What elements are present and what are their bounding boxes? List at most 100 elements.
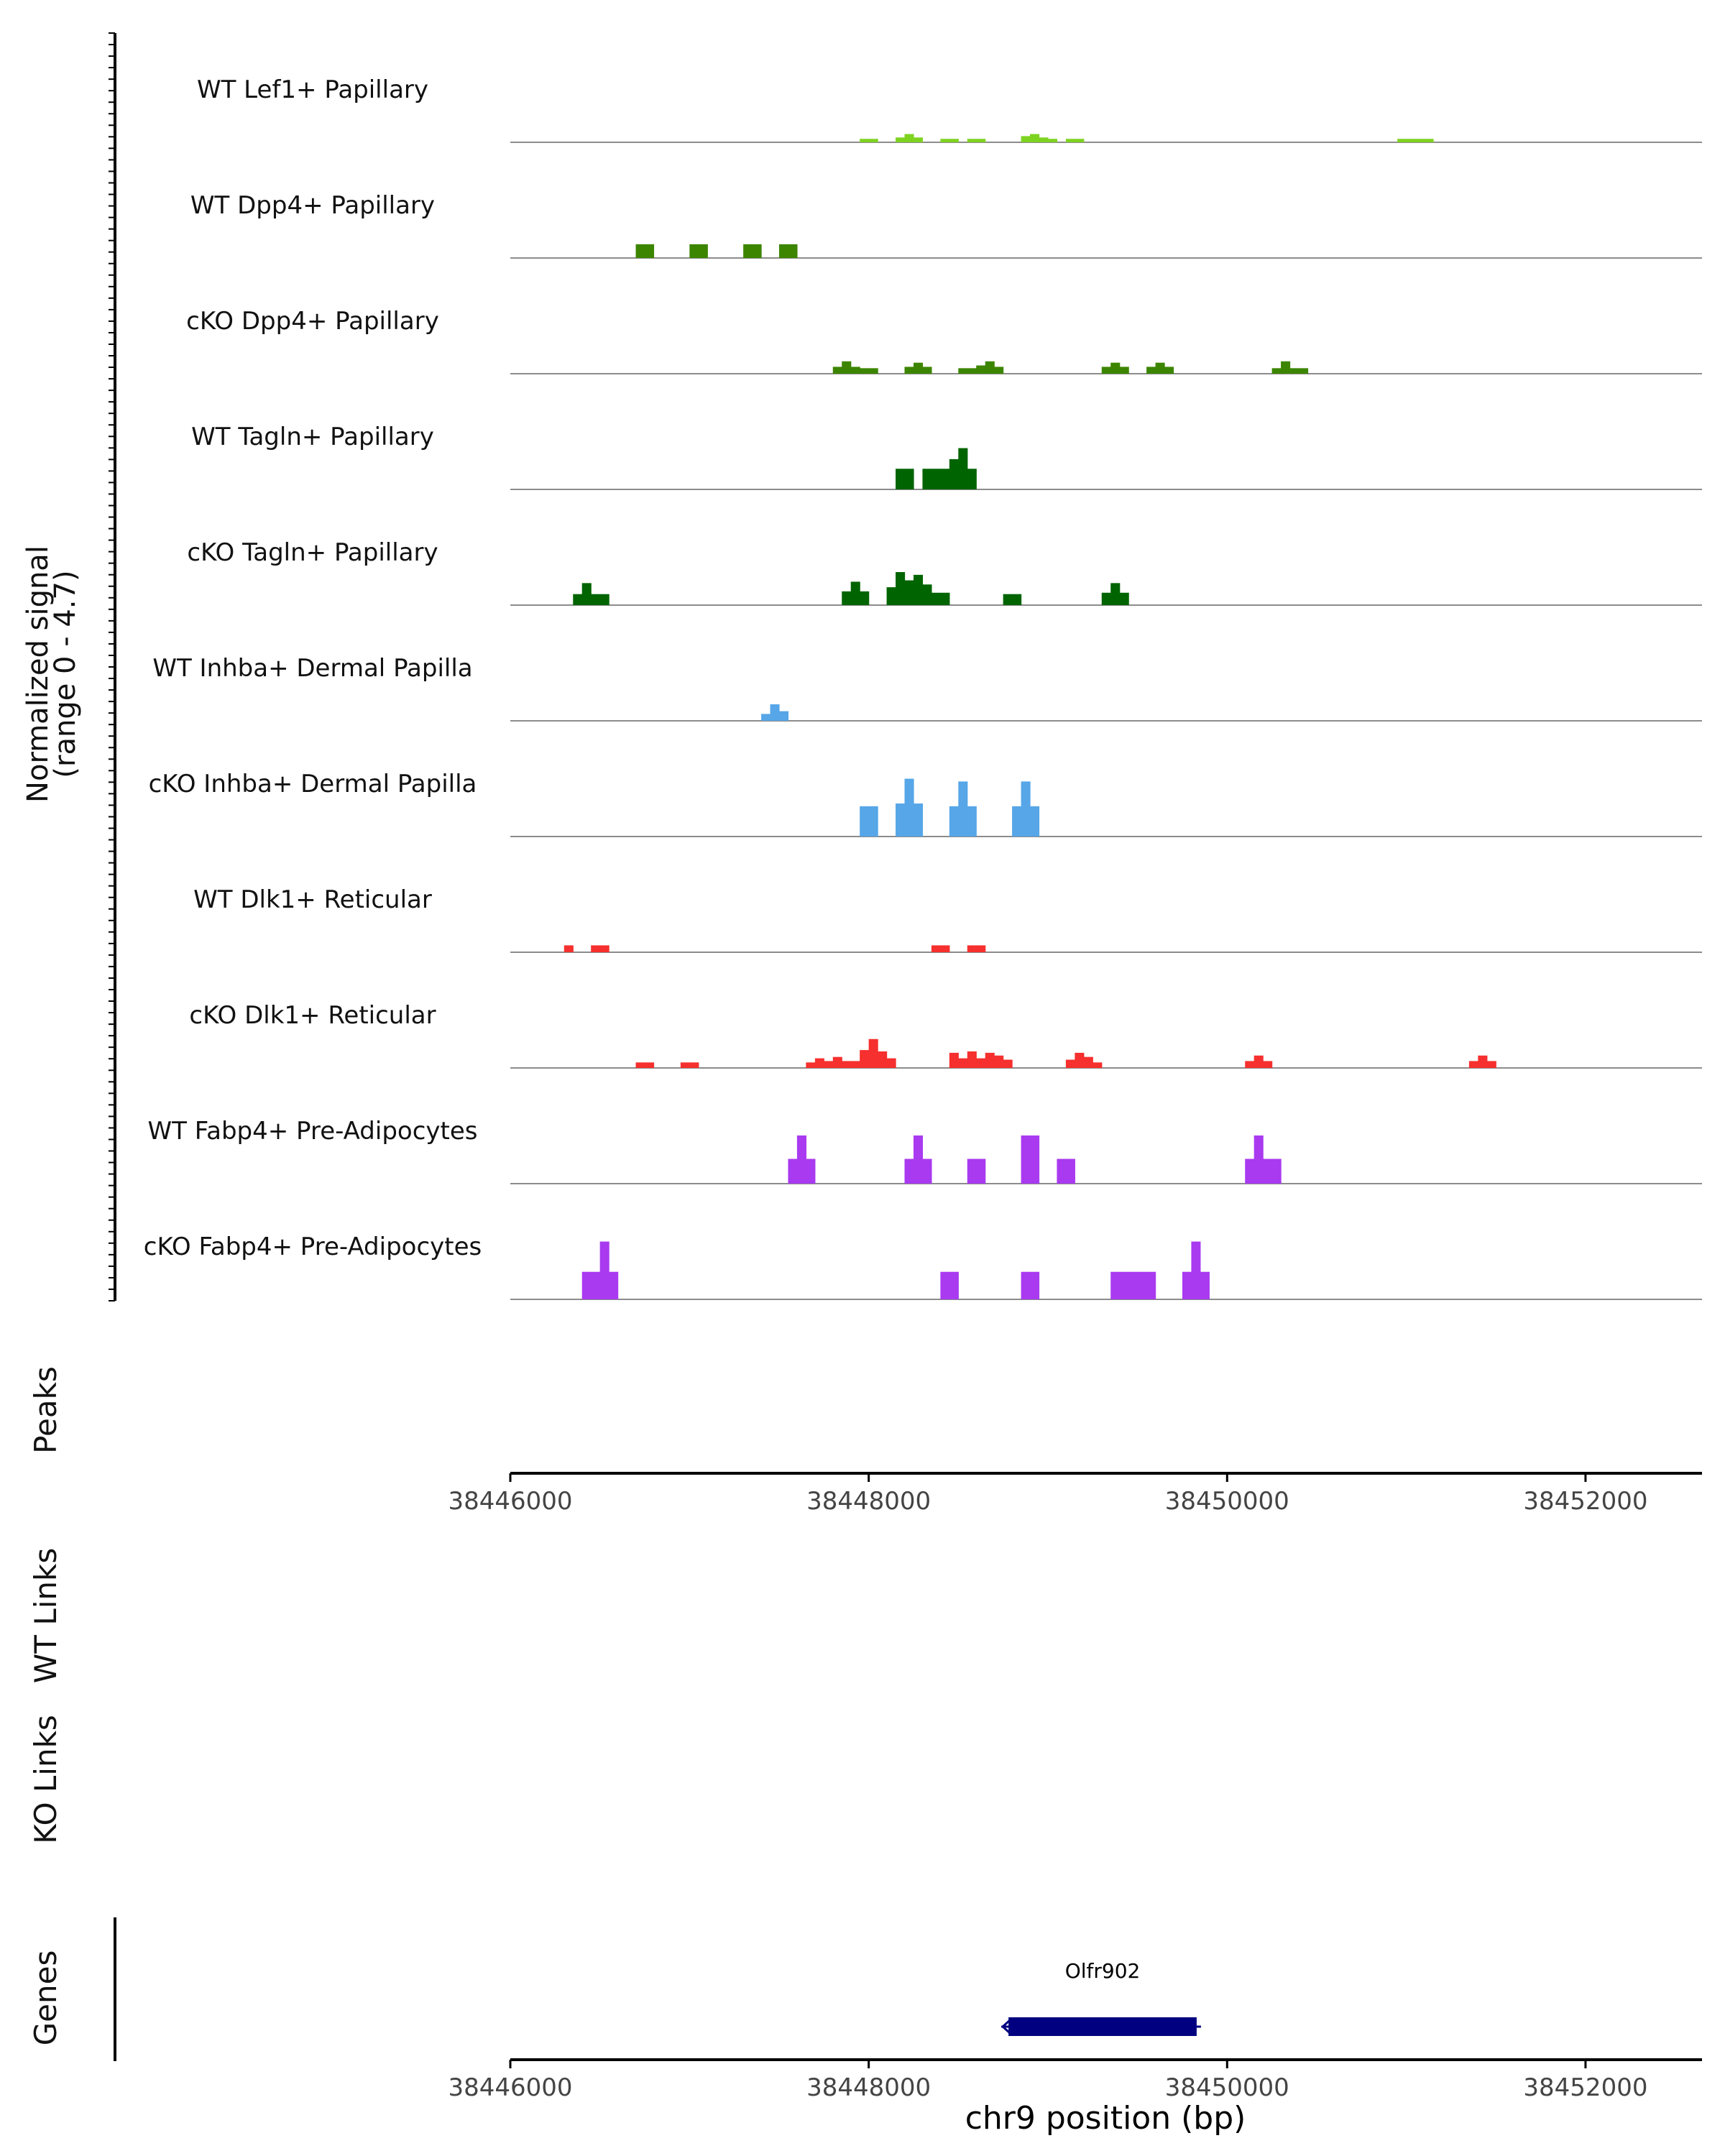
track-label: cKO Inhba+ Dermal Papilla [149,770,477,798]
genes-x-tick-label: 38452000 [1523,2073,1647,2102]
genes-track: Olfr902 [1000,1959,1201,2036]
coverage-bar [1110,1271,1129,1299]
track-2: cKO Dpp4+ Papillary [186,307,1702,374]
coverage-bar [832,367,842,374]
coverage-bar [1271,368,1282,374]
coverage-bar [1021,781,1031,837]
coverage-bar [913,137,924,142]
coverage-bar [1021,136,1031,142]
track-label: WT Inhba+ Dermal Papilla [152,654,472,683]
coverage-bar [1039,137,1049,142]
peaks-x-tick-label: 38450000 [1165,1487,1289,1516]
coverage-bar [814,1058,824,1068]
track-label: WT Fabp4+ Pre-Adipocytes [148,1117,478,1146]
coverage-bar [1065,139,1085,142]
coverage-bar [573,594,583,605]
coverage-bar [860,806,878,837]
coverage-bar [1191,1241,1201,1299]
coverage-bar [913,574,924,605]
coverage-bar [994,1055,1004,1068]
coverage-bar [599,1241,610,1299]
coverage-bar [896,572,906,605]
coverage-bar [1397,139,1416,142]
coverage-bar [958,448,968,489]
coverage-bar [913,362,924,374]
coverage-bar [1012,806,1022,837]
genes-x-axis: 38446000 38448000 38450000 38452000 [448,2058,1702,2102]
coverage-bar [976,365,986,374]
coverage-bar [860,368,878,374]
coverage-bar [850,1061,860,1068]
coverage-bar [958,781,968,837]
coverage-bar [922,469,941,489]
coverage-bar [913,1135,924,1184]
coverage-tracks: WT Lef1+ Papillary WT Dpp4+ Papillary cKO … [144,75,1702,1300]
coverage-bar [1110,362,1121,374]
track-0: WT Lef1+ Papillary [197,75,1702,143]
coverage-bar [1083,1056,1093,1068]
coverage-bar [967,139,986,142]
coverage-bar [1146,367,1156,374]
coverage-bar [581,583,592,605]
coverage-bar [967,1158,986,1184]
coverage-bar [788,1158,798,1184]
coverage-bar [591,1271,601,1299]
track-label: WT Tagln+ Papillary [191,423,434,451]
coverage-bar [949,806,959,837]
coverage-bar [743,244,762,258]
coverage-bar [1003,1059,1013,1068]
peaks-x-tick-label: 38446000 [448,1487,572,1516]
coverage-bar [689,244,708,258]
coverage-bar [922,1158,932,1184]
ko-links-panel-label: KO Links [28,1715,63,1844]
coverage-bar [878,1051,888,1068]
track-label: cKO Dlk1+ Reticular [189,1001,436,1030]
coverage-bar [1092,1062,1103,1068]
track-label: WT Lef1+ Papillary [197,75,428,104]
gene-strand-arrow [1000,2019,1011,2035]
y-axis-label: Normalized signal [22,545,55,803]
coverage-bar [896,137,906,142]
coverage-bar [761,714,771,721]
coverage-bar [931,945,950,952]
track-9: WT Fabp4+ Pre-Adipocytes [148,1117,1702,1184]
coverage-bar [796,1135,806,1184]
coverage-bar [904,1158,914,1184]
coverage-bar [1281,361,1291,374]
coverage-bar [860,139,878,142]
coverage-bar [1245,1158,1255,1184]
coverage-bar [1415,139,1434,142]
coverage-bar [985,1052,995,1068]
coverage-bar [1245,1061,1255,1068]
coverage-bar [886,1058,896,1068]
coverage-bar [860,591,870,605]
coverage-bar [842,361,852,374]
coverage-bar [1003,594,1022,605]
coverage-bar [896,469,914,489]
coverage-bar [1057,1158,1075,1184]
coverage-bar [940,1271,959,1299]
coverage-bar [1047,139,1058,142]
wt-links-panel-label: WT Links [28,1548,63,1683]
coverage-bar [940,139,959,142]
coverage-bar [832,1056,842,1068]
coverage-bar [985,361,995,374]
peaks-panel-label: Peaks [28,1366,63,1454]
track-5: WT Inhba+ Dermal Papilla [152,654,1702,722]
coverage-bar [1182,1271,1192,1299]
coverage-bar [940,592,950,605]
coverage-bar [591,594,610,605]
peaks-x-tick-label: 38452000 [1523,1487,1647,1516]
coverage-bar [581,1271,592,1299]
coverage-bar [1101,367,1111,374]
coverage-bar [842,591,852,605]
coverage-bar [1468,1061,1478,1068]
coverage-bar [922,584,932,605]
y-axis-label-range: (range 0 - 4.7) [49,570,82,778]
coverage-bar [1289,368,1309,374]
coverage-bar [635,244,655,258]
track-3: WT Tagln+ Papillary [191,423,1702,490]
coverage-bar [860,1050,870,1068]
coverage-bar [1021,1271,1040,1299]
